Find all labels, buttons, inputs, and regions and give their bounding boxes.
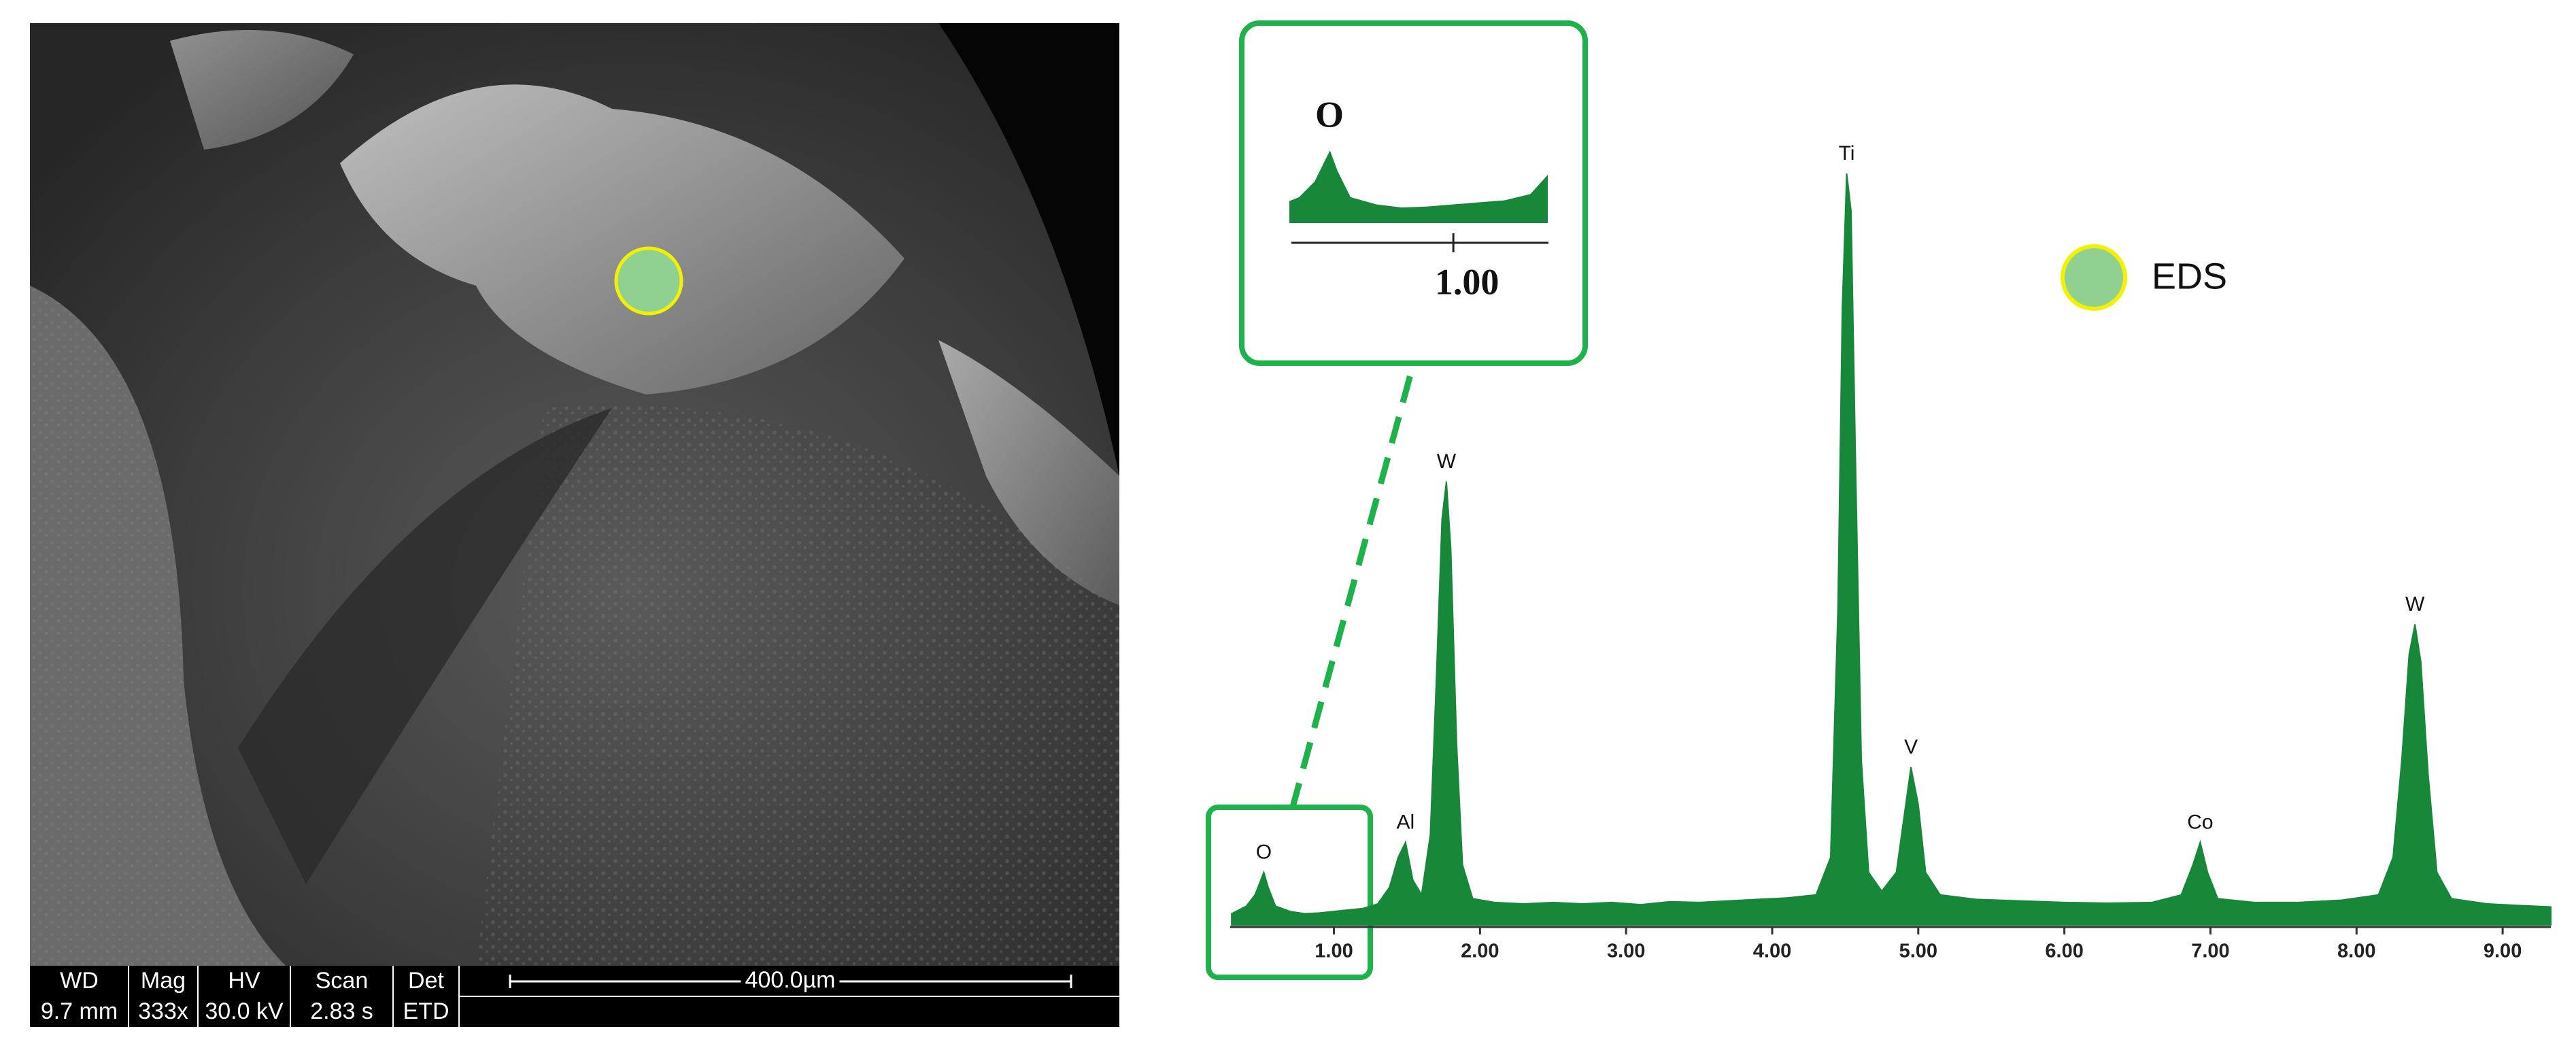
eds-spot — [614, 246, 683, 316]
sem-field-label: HV — [228, 968, 260, 994]
x-tick-label: 9.00 — [2484, 941, 2522, 962]
x-tick-label: 3.00 — [1607, 941, 1645, 962]
x-tick-label: 4.00 — [1753, 941, 1791, 962]
sem-field-label: Det — [408, 968, 444, 994]
peak-label: W — [1437, 450, 1457, 473]
legend-marker — [2061, 244, 2127, 311]
x-tick-label: 8.00 — [2337, 941, 2375, 962]
x-tick-label: 6.00 — [2045, 941, 2083, 962]
inset-tick-label: 1.00 — [1435, 261, 1499, 302]
scale-bar-label: 400.0µm — [745, 967, 836, 993]
spectrum-area — [1231, 173, 2552, 926]
zoom-connector — [1289, 366, 1416, 811]
sem-field-label: Mag — [141, 968, 186, 994]
scale-bar-label-bg — [741, 966, 840, 993]
peak-label: V — [1904, 736, 1918, 758]
zoom-box — [1206, 805, 1373, 980]
sem-field-value: 30.0 kV — [205, 998, 284, 1024]
x-tick-label: 7.00 — [2191, 941, 2229, 962]
sem-field-value: 2.83 s — [310, 998, 373, 1024]
sem-field-value: 333x — [138, 998, 188, 1024]
sem-info-bar: WD 9.7 mm Mag 333x HV 30.0 kV Scan 2.83 s Det ETD… — [30, 966, 1119, 1027]
inset-spectrum — [1289, 150, 1548, 223]
x-tick-label: 1.00 — [1315, 941, 1353, 962]
peak-label: O — [1256, 841, 1272, 864]
sem-image — [30, 23, 1119, 966]
x-tick-label: 5.00 — [1899, 941, 1937, 962]
inset-label: O — [1315, 94, 1344, 135]
legend-label: EDS — [2152, 256, 2227, 297]
sem-field-value: ETD — [403, 998, 450, 1024]
peak-label: Co — [2187, 811, 2213, 833]
sem-field-value: 9.7 mm — [41, 998, 118, 1024]
peak-label: W — [2405, 593, 2425, 615]
peak-label: Al — [1396, 811, 1414, 833]
peak-label: Ti — [1839, 142, 1855, 165]
sem-field-label: WD — [60, 968, 99, 994]
x-tick-label: 2.00 — [1461, 941, 1499, 962]
sem-field-label: Scan — [316, 968, 369, 994]
inset-box — [1239, 20, 1588, 366]
